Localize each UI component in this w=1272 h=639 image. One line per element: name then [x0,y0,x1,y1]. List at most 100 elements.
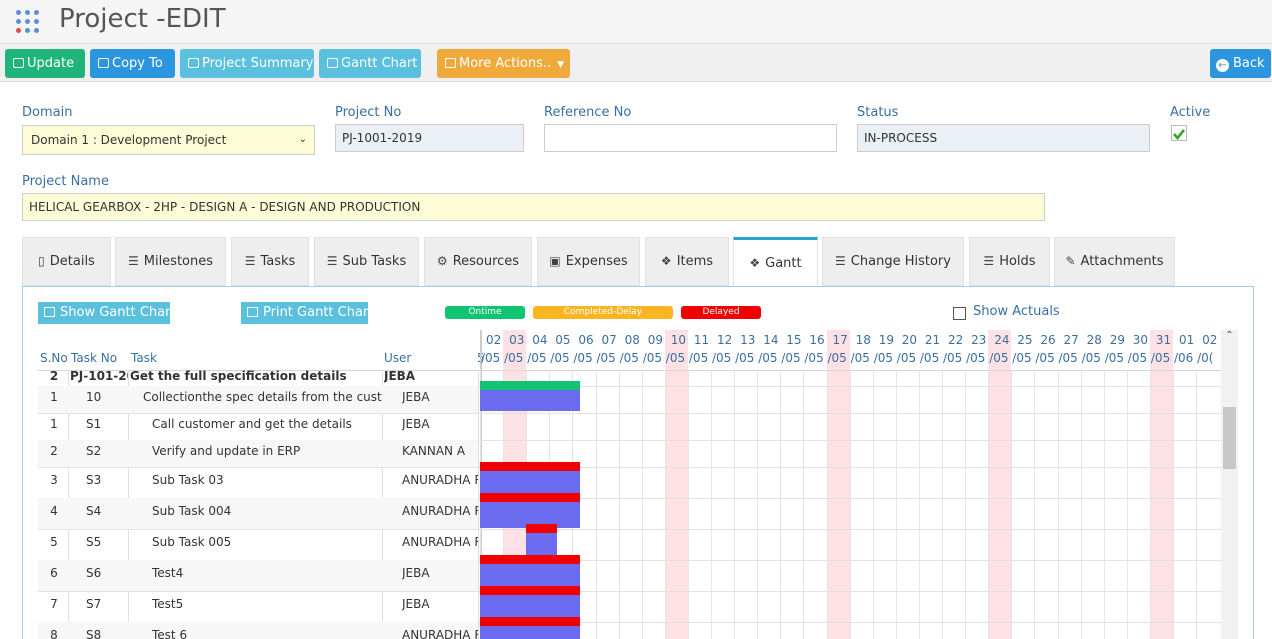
weekend-column [988,330,1012,639]
gantt-bar-delayed[interactable] [480,493,581,502]
copy-to-button[interactable]: Copy To [90,49,175,78]
tab-sub-tasks[interactable]: ☰ Sub Tasks [314,237,419,286]
tab-gantt[interactable]: ❖ Gantt [733,237,818,286]
day-gridline [1196,370,1198,639]
cell-user: ANURADHA R [402,628,478,639]
scrollbar-thumb[interactable] [1223,407,1236,469]
gantt-bar-delayed[interactable] [480,617,581,626]
gantt-bar-ontime[interactable] [480,381,581,390]
tab-items[interactable]: ❖ Items [645,237,729,286]
cell-sno: 2 [49,369,59,383]
active-label: Active [1170,105,1211,120]
day-header: 01 [1179,333,1195,347]
cell-task: Sub Task 03 [152,473,224,487]
tab-tasks[interactable]: ☰ Tasks [231,237,309,286]
tab-expenses[interactable]: ▣ Expenses [537,237,640,286]
tab-details[interactable]: ▯ Details [22,237,111,286]
gantt-chart-label: Gantt Chart [341,56,418,71]
gantt-bar-delayed[interactable] [480,462,581,471]
cell-user: JEBA [402,390,430,404]
list-icon: ☰ [244,254,256,268]
cell-task: Collectionthe spec details from the cust… [143,390,382,404]
tab-holds[interactable]: ☰ Holds [969,237,1050,286]
gantt-bar-delayed[interactable] [480,586,581,595]
col-task-header: Task [131,351,157,365]
month-header: /05 [827,351,847,365]
vertical-scrollbar[interactable]: ⌃ [1221,330,1238,639]
scroll-up-icon[interactable]: ⌃ [1225,330,1234,341]
month-header: /05 [712,351,732,365]
gantt-bar-planned[interactable] [480,502,581,528]
more-actions-button[interactable]: More Actions.. ▼ [437,49,570,78]
cell-user: JEBA [402,566,430,580]
tab-milestones[interactable]: ☰ Milestones [115,237,226,286]
tab-attachments[interactable]: ✎ Attachments [1054,237,1175,286]
gantt-chart-button[interactable]: Gantt Chart [319,49,421,78]
project-summary-label: Project Summary [202,56,314,71]
active-checkbox[interactable] [1171,125,1187,141]
cell-task-no: S4 [86,504,102,518]
col-task-no-header: Task No [71,351,118,365]
status-field[interactable]: IN-PROCESS [857,124,1150,152]
day-header: 18 [855,333,871,347]
money-icon: ▣ [549,254,561,268]
day-header: 30 [1132,333,1149,347]
gantt-bar-planned[interactable] [480,471,581,497]
cell-sno: 3 [50,473,58,487]
day-header: 04 [532,333,548,347]
day-gridline [1057,370,1059,639]
reference-no-input[interactable] [544,124,837,152]
update-button[interactable]: Update [5,49,85,78]
show-gantt-chart-label: Show Gantt Chart [60,305,176,320]
month-header: /0( [1197,351,1214,365]
domain-select[interactable]: Domain 1 : Development Project ⌄ [22,125,315,155]
cell-task-no: S6 [86,566,102,580]
gantt-bar-delayed[interactable] [526,524,558,533]
gantt-bar-planned[interactable] [480,564,581,590]
day-header: 28 [1086,333,1102,347]
print-gantt-chart-button[interactable]: Print Gantt Chart [241,302,373,324]
cell-user: JEBA [402,417,430,431]
header-bar: Project -EDIT [0,0,1272,44]
cell-sno: 6 [50,566,58,580]
project-name-input[interactable]: HELICAL GEARBOX - 2HP - DESIGN A - DESIG… [22,193,1045,221]
gantt-bar-delayed[interactable] [480,555,581,564]
day-gridline [711,370,712,639]
copy-to-label: Copy To [112,56,163,71]
month-header: /05 [873,351,893,365]
row-divider [38,622,1238,623]
month-header: /05 [1012,351,1032,365]
gantt-bar-planned[interactable] [526,533,558,559]
gears-icon: ⚙ [436,254,448,268]
row-stripe [38,386,478,413]
grid-icon [445,58,456,68]
cell-sno: 8 [50,628,58,639]
tab-resources[interactable]: ⚙ Resources [424,237,532,286]
day-header: 13 [740,333,756,347]
project-no-field[interactable]: PJ-1001-2019 [335,124,524,152]
month-header: /05 [943,351,963,365]
day-gridline [1103,370,1105,639]
month-header: /05 [596,351,616,365]
gantt-bar-planned[interactable] [480,390,581,411]
gantt-grid: S.No Task No Task User 5 02/0503/0504/05… [38,330,1238,639]
gantt-bar-planned[interactable] [480,595,581,621]
map-icon: ▯ [38,254,45,268]
tab-expenses-label: Expenses [565,254,628,269]
gantt-bar-planned[interactable] [480,626,581,639]
project-summary-button[interactable]: Project Summary [180,49,314,78]
back-button[interactable]: ← Back [1210,49,1271,78]
show-gantt-chart-button[interactable]: Show Gantt Chart [38,302,176,324]
more-actions-label: More Actions.. [459,56,552,71]
show-actuals-checkbox[interactable] [953,307,966,320]
cubes-icon: ❖ [660,254,672,268]
month-header: /05 [735,351,755,365]
day-gridline [918,370,920,639]
tab-change-history[interactable]: ☰ Change History [822,237,964,286]
paperclip-icon: ✎ [1065,254,1076,268]
month-header: /05 [504,351,524,365]
month-header: /05 [619,351,639,365]
show-actuals-label: Show Actuals [973,304,1060,319]
app-grid-icon[interactable] [16,10,52,33]
day-header: 27 [1063,333,1079,347]
